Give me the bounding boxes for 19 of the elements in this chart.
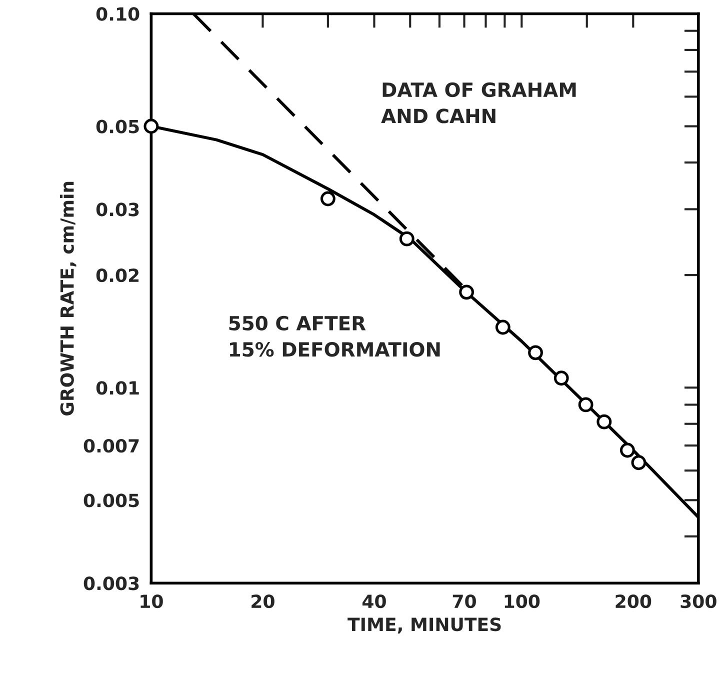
y-tick-label: 0.007 [84, 438, 139, 453]
x-tick-label: 40 [362, 594, 386, 608]
y-axis-title: GROWTH RATE, cm/min [60, 182, 76, 416]
x-tick-label: 70 [452, 594, 476, 608]
x-tick-label: 20 [252, 594, 274, 608]
y-tick-label: 0.01 [96, 381, 139, 395]
x-axis-title: TIME, MINUTES [348, 618, 501, 634]
y-tick-label: 0.003 [84, 576, 139, 590]
annotation: 550 C AFTER 15% DEFORMATION [229, 316, 440, 357]
annotation: DATA OF GRAHAM AND CAHN [381, 82, 576, 124]
y-tick-label: 0.02 [96, 268, 139, 282]
y-tick-label: 0.005 [84, 494, 139, 508]
x-tick-label: 300 [680, 594, 716, 608]
x-tick-label: 10 [140, 594, 163, 608]
y-tick-label: 0.03 [96, 202, 139, 216]
x-tick-label: 100 [504, 594, 540, 608]
x-tick-label: 200 [616, 594, 652, 608]
y-tick-label: 0.05 [96, 120, 139, 134]
y-tick-label: 0.10 [96, 7, 140, 21]
